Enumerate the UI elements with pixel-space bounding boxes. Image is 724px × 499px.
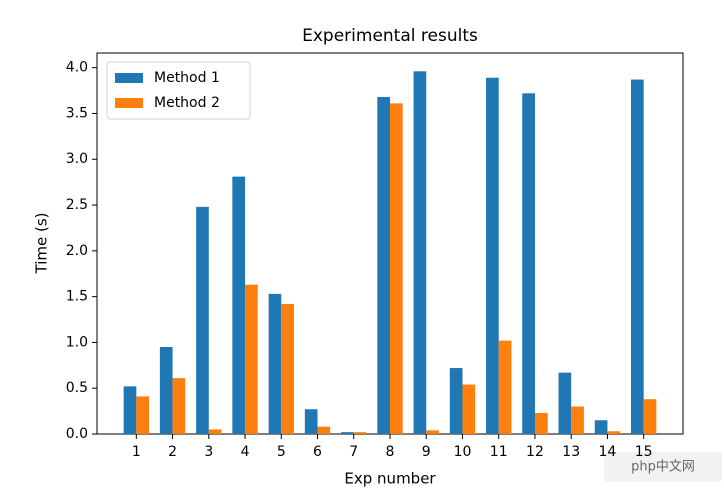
bar <box>462 384 476 434</box>
y-tick-label: 0.5 <box>66 380 88 396</box>
x-tick-label: 12 <box>526 444 544 460</box>
bar <box>522 93 535 434</box>
x-tick-label: 4 <box>241 444 250 460</box>
legend-swatch <box>115 73 143 83</box>
y-tick-label: 2.5 <box>66 197 88 213</box>
bar <box>304 409 318 434</box>
bar <box>245 284 258 434</box>
x-tick-label: 2 <box>168 444 177 460</box>
bar <box>196 206 209 434</box>
bar <box>630 79 644 435</box>
bar <box>159 346 173 434</box>
legend-label: Method 2 <box>154 95 220 111</box>
bar <box>136 396 150 434</box>
x-tick-label: 10 <box>454 444 472 460</box>
x-tick-label: 15 <box>635 444 653 460</box>
y-tick-label: 2.0 <box>66 243 88 259</box>
bar <box>232 176 246 434</box>
bar <box>268 293 282 434</box>
bar <box>377 96 390 434</box>
y-axis-label: Time (s) <box>33 213 51 275</box>
bar <box>123 386 137 434</box>
chart-title: Experimental results <box>302 26 478 46</box>
bar <box>341 432 354 434</box>
y-tick-label: 3.5 <box>66 105 88 121</box>
bar <box>486 77 499 434</box>
legend-swatch <box>115 98 143 108</box>
x-tick-label: 5 <box>277 444 286 460</box>
bar <box>317 426 331 434</box>
bar <box>534 412 548 434</box>
legend-label: Method 1 <box>154 70 220 86</box>
bar <box>390 103 403 435</box>
bar <box>449 368 463 434</box>
bar <box>558 372 572 434</box>
y-tick-label: 4.0 <box>66 60 88 76</box>
x-tick-label: 13 <box>562 444 580 460</box>
x-tick-label: 8 <box>386 444 395 460</box>
bar <box>426 430 439 434</box>
x-tick-label: 11 <box>490 444 508 460</box>
bar <box>353 432 367 434</box>
watermark: php中文网 <box>631 460 695 475</box>
bar <box>607 431 621 434</box>
watermark-box <box>604 452 722 482</box>
bar <box>413 71 427 434</box>
x-axis-label: Exp number <box>344 470 436 488</box>
y-tick-label: 3.0 <box>66 151 88 167</box>
x-tick-label: 6 <box>313 444 322 460</box>
y-tick-label: 1.0 <box>66 334 88 350</box>
bar <box>643 399 657 434</box>
y-tick-label: 1.5 <box>66 289 88 305</box>
x-tick-label: 7 <box>349 444 358 460</box>
bar <box>571 406 584 434</box>
bar <box>594 420 608 434</box>
x-tick-label: 9 <box>422 444 431 460</box>
x-tick-label: 14 <box>599 444 617 460</box>
x-tick-label: 3 <box>204 444 213 460</box>
x-tick-label: 1 <box>132 444 141 460</box>
bar <box>172 378 186 434</box>
bar <box>498 340 512 434</box>
y-tick-label: 0.0 <box>66 426 88 442</box>
bar <box>208 429 222 434</box>
bar <box>281 303 294 434</box>
